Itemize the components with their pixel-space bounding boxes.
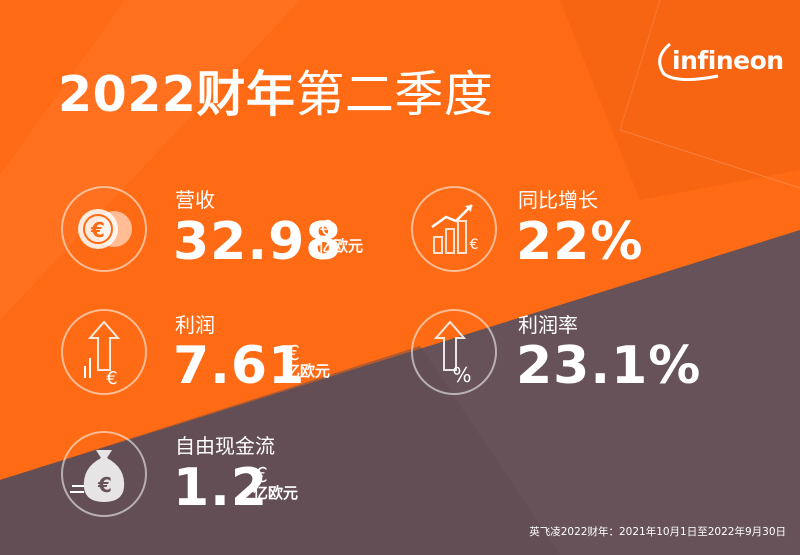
page-title: 2022财年第二季度	[58, 70, 493, 119]
free-cash-flow-unit: € 亿欧元	[253, 465, 298, 502]
svg-text:€: €	[90, 218, 105, 242]
coins-euro-icon: €	[61, 186, 147, 272]
svg-text:%: %	[452, 363, 471, 387]
svg-text:€: €	[106, 368, 117, 389]
profit-unit-text: 亿欧元	[285, 362, 331, 380]
free-cash-flow-currency: €	[255, 463, 268, 487]
growth-bar-chart-icon: €	[411, 186, 497, 272]
logo-text: infineon	[672, 46, 784, 75]
profit-unit: € 亿欧元	[285, 343, 330, 380]
revenue-unit: € 亿欧元	[318, 218, 363, 255]
revenue-currency: €	[320, 216, 333, 240]
profit-currency: €	[287, 341, 300, 365]
svg-text:€: €	[97, 473, 112, 497]
revenue-value: 32.98	[173, 212, 343, 272]
infineon-logo: infineon	[648, 34, 784, 84]
profit-label: 利润	[175, 313, 215, 337]
title-quarter: 第二季度	[295, 66, 494, 123]
free-cash-flow-label: 自由现金流	[175, 434, 275, 458]
profit-margin-label: 利润率	[518, 313, 578, 337]
money-bag-euro-icon: €	[61, 431, 147, 517]
profit-margin-value: 23.1%	[516, 336, 702, 396]
yoy-growth-value: 22%	[516, 212, 644, 272]
revenue-label: 营收	[175, 188, 215, 212]
up-arrow-percent-icon: %	[411, 309, 497, 395]
up-arrow-euro-icon: €	[61, 309, 147, 395]
revenue-unit-text: 亿欧元	[318, 237, 364, 255]
profit-value: 7.61	[173, 336, 306, 396]
fiscal-year-footnote: 英飞凌2022财年：2021年10月1日至2022年9月30日	[529, 526, 786, 538]
yoy-growth-label: 同比增长	[518, 188, 598, 212]
svg-text:€: €	[470, 237, 479, 253]
free-cash-flow-value: 1.2	[173, 458, 269, 518]
free-cash-flow-unit-text: 亿欧元	[253, 484, 299, 502]
title-fiscal-year: 2022财年	[58, 66, 296, 123]
